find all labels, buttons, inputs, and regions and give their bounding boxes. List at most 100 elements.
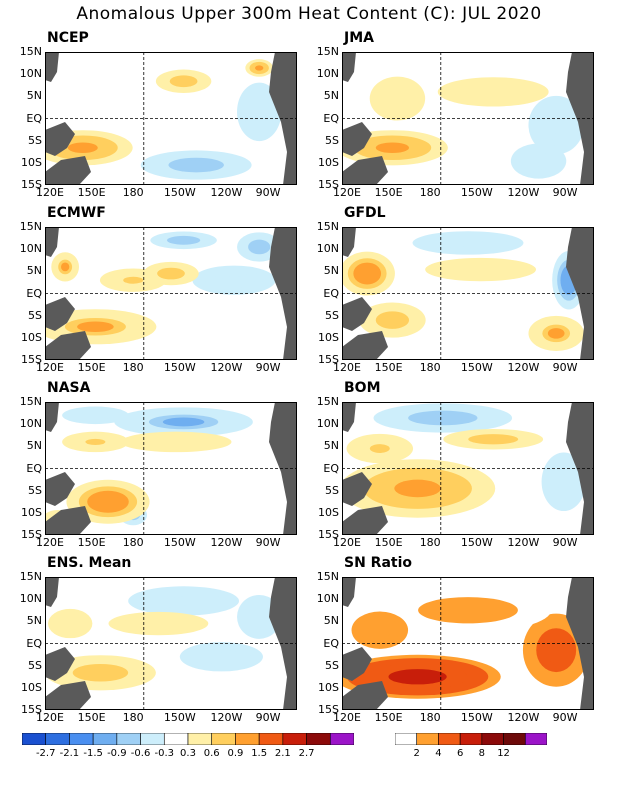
lat-tick-label: 15N: [19, 570, 42, 583]
colorbar-label: 0.3: [180, 748, 196, 759]
cold-anomaly-region: [173, 237, 194, 243]
warm-anomaly-region: [544, 637, 568, 663]
warm-anomaly-region: [95, 495, 121, 509]
colorbar-label: 6: [456, 748, 464, 759]
map-panel: [342, 52, 594, 185]
landmass: [45, 472, 75, 506]
colorbar-swatch: [395, 733, 418, 745]
colorbar-swatch: [211, 733, 236, 745]
lon-tick-label: 150E: [374, 361, 403, 374]
lat-tick-label: 5N: [323, 264, 339, 278]
cold-anomaly-region: [547, 116, 565, 134]
lat-tick-label: 15N: [316, 45, 339, 58]
colorbar-swatch: [45, 733, 70, 745]
panel-label: GFDL: [344, 205, 386, 221]
colorbar-swatch: [524, 733, 547, 745]
lon-tick-label: 150W: [163, 361, 196, 374]
panel-frame: [45, 402, 297, 535]
warm-anomaly-region: [159, 438, 193, 445]
landmass: [342, 122, 372, 156]
warm-anomaly-region: [547, 328, 565, 339]
lat-tick-label: 5N: [26, 264, 42, 278]
lat-tick-label: 10N: [19, 417, 42, 431]
panel-label: ECMWF: [47, 205, 106, 221]
lat-tick-label: 5N: [26, 439, 42, 453]
colorbar-swatch: [69, 733, 94, 745]
colorbar-label: 1.5: [251, 748, 268, 759]
colorbar-label: -1.5: [83, 748, 103, 759]
panel-label: SN Ratio: [344, 555, 413, 571]
warm-anomaly-region: [83, 667, 118, 679]
lat-tick-label: 15S: [318, 178, 339, 191]
warm-anomaly-region: [438, 602, 498, 618]
lat-tick-label: 15N: [316, 220, 339, 233]
lon-tick-label: 150W: [163, 711, 196, 724]
cold-anomaly-region: [162, 417, 205, 427]
colorbar-swatch: [163, 733, 189, 745]
lat-tick-label: EQ: [26, 636, 42, 650]
lat-tick-label: EQ: [323, 636, 339, 650]
lon-tick-label: 120W: [210, 186, 243, 199]
lat-tick-label: 10N: [316, 417, 339, 431]
warm-anomaly-region: [375, 142, 410, 154]
lon-tick-label: 150E: [77, 536, 106, 549]
lon-tick-label: 120W: [507, 536, 540, 549]
lat-tick-label: 15S: [21, 703, 42, 716]
landmass: [342, 506, 388, 535]
lon-tick-label: 120W: [507, 711, 540, 724]
lat-tick-label: 5N: [26, 89, 42, 103]
lat-tick-label: 10S: [21, 680, 42, 694]
warm-anomaly-region: [463, 266, 498, 274]
lat-tick-label: 15S: [318, 353, 339, 366]
colorbar-swatch: [187, 733, 213, 745]
lon-tick-label: 90W: [552, 186, 578, 199]
landmass: [342, 577, 356, 607]
landmass: [45, 331, 91, 360]
lat-tick-label: 15N: [19, 395, 42, 408]
lon-tick-label: 120W: [210, 361, 243, 374]
lat-tick-label: 15N: [316, 570, 339, 583]
lat-tick-label: 5S: [325, 133, 339, 147]
warm-anomaly-region: [358, 266, 376, 281]
cold-anomaly-region: [252, 103, 266, 121]
panel-label: JMA: [344, 30, 374, 46]
cold-anomaly-region: [166, 596, 201, 606]
lat-tick-label: 10N: [19, 592, 42, 606]
lat-tick-label: 15S: [21, 178, 42, 191]
lon-tick-label: 180: [419, 536, 441, 549]
lon-tick-label: 150W: [163, 536, 196, 549]
lat-tick-label: 10S: [318, 330, 339, 344]
warm-anomaly-region: [476, 87, 510, 97]
lat-tick-label: EQ: [323, 461, 339, 475]
colorbar-swatch: [140, 733, 165, 745]
map-panel: [342, 402, 594, 535]
landmass: [45, 506, 91, 535]
colorbar-swatch: [416, 733, 439, 745]
lat-tick-label: 5S: [28, 483, 42, 497]
lat-tick-label: EQ: [323, 286, 339, 300]
warm-anomaly-region: [85, 438, 106, 445]
lon-tick-label: 150E: [77, 186, 106, 199]
map-panel: [342, 577, 594, 710]
panel-frame: [45, 227, 297, 360]
lon-tick-label: 120E: [36, 186, 64, 199]
lat-tick-label: 5N: [26, 614, 42, 628]
map-panel: [45, 577, 297, 710]
lat-tick-label: EQ: [323, 111, 339, 125]
lon-tick-label: 120W: [210, 536, 243, 549]
cold-anomaly-region: [422, 413, 464, 423]
lat-tick-label: 15S: [318, 703, 339, 716]
landmass: [342, 647, 372, 681]
lon-tick-label: 180: [122, 711, 144, 724]
lat-tick-label: 5N: [323, 614, 339, 628]
landmass: [45, 681, 91, 710]
cold-anomaly-region: [221, 275, 247, 285]
lat-tick-label: 10S: [21, 330, 42, 344]
lon-tick-label: 150E: [77, 361, 106, 374]
lat-tick-label: EQ: [26, 286, 42, 300]
lon-tick-label: 120E: [36, 361, 64, 374]
cold-anomaly-region: [85, 412, 106, 418]
lon-tick-label: 150W: [460, 711, 493, 724]
lat-tick-label: 5S: [28, 308, 42, 322]
lat-tick-label: 5S: [28, 658, 42, 672]
